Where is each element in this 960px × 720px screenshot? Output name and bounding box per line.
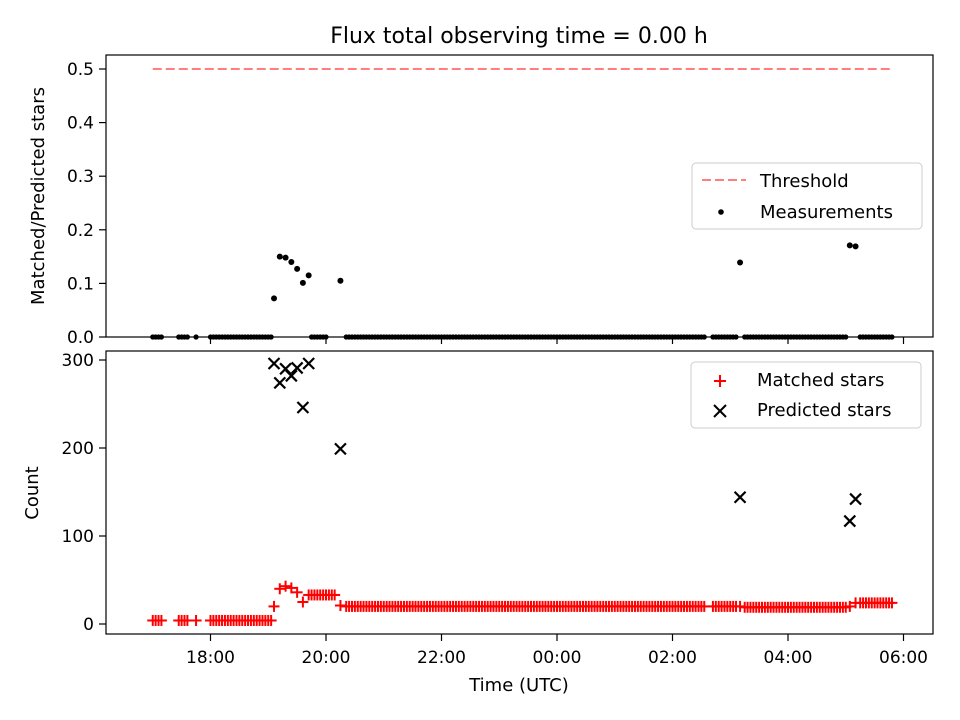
matched-star-point bbox=[297, 596, 309, 608]
measurements-legend-marker bbox=[718, 209, 724, 215]
predicted-star-point bbox=[267, 357, 281, 370]
predicted-marker-b bbox=[296, 401, 310, 414]
matched-star-point bbox=[285, 582, 297, 594]
matched-star-point bbox=[334, 600, 346, 612]
matched-star-point bbox=[190, 614, 202, 626]
matched-star-point bbox=[291, 586, 303, 598]
measurement-point bbox=[294, 265, 301, 272]
matched-star-point bbox=[886, 597, 898, 609]
top-y-tick-label: 0.3 bbox=[67, 167, 94, 187]
matched-star-point bbox=[329, 589, 341, 601]
threshold-legend-label: Threshold bbox=[759, 171, 849, 192]
predicted-star-point bbox=[849, 492, 862, 506]
matched-star-point bbox=[280, 580, 292, 592]
matched-star-point bbox=[265, 614, 277, 626]
predicted-marker-b bbox=[733, 491, 747, 504]
top-x-ticks bbox=[209, 337, 905, 344]
figure-title: Flux total observing time = 0.00 h bbox=[330, 24, 708, 49]
matched-star-point bbox=[274, 583, 286, 595]
top-y-tick-label: 0.1 bbox=[67, 274, 94, 294]
top-axes-frame bbox=[105, 54, 934, 338]
predicted-marker-b bbox=[334, 442, 347, 456]
predicted-star-point bbox=[733, 491, 747, 504]
top-y-tick-label: 0.4 bbox=[67, 114, 94, 134]
measurement-point bbox=[299, 279, 306, 286]
predicted-star-point bbox=[290, 361, 304, 375]
measurement-point bbox=[852, 243, 859, 250]
predicted-marker-b bbox=[279, 362, 292, 376]
predicted-legend-marker bbox=[713, 404, 727, 418]
measurement-point bbox=[288, 258, 295, 265]
predicted-star-point bbox=[334, 442, 347, 456]
predicted-marker-b bbox=[273, 376, 287, 390]
predicted-star-point bbox=[273, 376, 287, 390]
bottom-y-tick-label: 100 bbox=[62, 527, 94, 547]
bottom-plot-area bbox=[147, 357, 898, 626]
bottom-legend-box bbox=[690, 361, 922, 429]
predicted-marker-b bbox=[285, 369, 298, 383]
bottom-y-tick-label: 200 bbox=[62, 439, 94, 459]
matched-star-point bbox=[303, 589, 315, 601]
bottom-x-tick-label: 00:00 bbox=[533, 648, 582, 668]
predicted-legend-label: Predicted stars bbox=[757, 400, 891, 421]
bottom-legend: Matched stars Predicted stars bbox=[690, 361, 922, 429]
measurements-legend-label: Measurements bbox=[760, 202, 893, 223]
top-legend: Threshold Measurements bbox=[691, 162, 923, 230]
top-panel: 0.0 0.1 0.2 0.3 0.4 0.5 Matched/Predicted sta… bbox=[28, 54, 934, 348]
bottom-x-tick-label: 02:00 bbox=[648, 648, 697, 668]
bottom-x-tick-label: 06:00 bbox=[879, 648, 928, 668]
measurement-point bbox=[846, 242, 853, 249]
bottom-x-tick-label: 04:00 bbox=[764, 648, 813, 668]
matched-star-point bbox=[844, 600, 856, 612]
predicted-marker-b bbox=[843, 514, 857, 528]
bottom-y-axis-label: Count bbox=[22, 466, 43, 519]
predicted-star-point bbox=[302, 357, 315, 370]
bottom-y-ticks: 0 100 200 300 bbox=[62, 351, 106, 635]
bottom-axes-frame bbox=[105, 350, 934, 635]
top-y-axis-label: Matched/Predicted stars bbox=[28, 87, 49, 305]
matched-star-point bbox=[734, 600, 746, 612]
bottom-x-tick-label: 20:00 bbox=[302, 648, 351, 668]
bottom-y-tick-label: 300 bbox=[62, 351, 94, 371]
bottom-y-tick-label: 0 bbox=[83, 615, 94, 635]
bottom-x-ticks: 18:00 20:00 22:00 00:00 02:00 04:00 06:00 bbox=[186, 634, 928, 668]
measurement-point bbox=[276, 253, 283, 260]
predicted-marker-b bbox=[290, 361, 304, 375]
predicted-star-point bbox=[296, 401, 310, 414]
bottom-x-tick-label: 18:00 bbox=[186, 648, 235, 668]
predicted-marker-b bbox=[267, 357, 281, 370]
bottom-panel: 0 100 200 300 18:00 20:00 22:00 00:00 02:00 04:0… bbox=[22, 350, 934, 696]
predicted-marker-b bbox=[302, 357, 315, 370]
top-y-tick-label: 0.0 bbox=[67, 328, 94, 348]
matched-legend-marker bbox=[714, 375, 726, 387]
top-y-tick-label: 0.5 bbox=[67, 60, 94, 80]
bottom-x-axis-label: Time (UTC) bbox=[468, 675, 569, 696]
measurement-point bbox=[737, 259, 744, 266]
matched-star-point bbox=[155, 614, 167, 626]
measurement-point bbox=[337, 277, 344, 284]
top-legend-box bbox=[691, 162, 923, 230]
matched-star-point bbox=[268, 600, 280, 612]
predicted-star-point bbox=[285, 369, 298, 383]
top-y-ticks: 0.0 0.1 0.2 0.3 0.4 0.5 bbox=[67, 60, 106, 348]
measurement-point bbox=[271, 295, 278, 302]
predicted-star-point bbox=[843, 514, 857, 528]
matched-star-point bbox=[850, 597, 862, 609]
top-y-tick-label: 0.2 bbox=[67, 221, 94, 241]
measurement-point bbox=[282, 254, 289, 261]
predicted-marker-b bbox=[849, 492, 862, 506]
measurement-point bbox=[305, 272, 312, 279]
bottom-x-tick-label: 22:00 bbox=[417, 648, 466, 668]
matched-legend-label: Matched stars bbox=[757, 370, 884, 391]
